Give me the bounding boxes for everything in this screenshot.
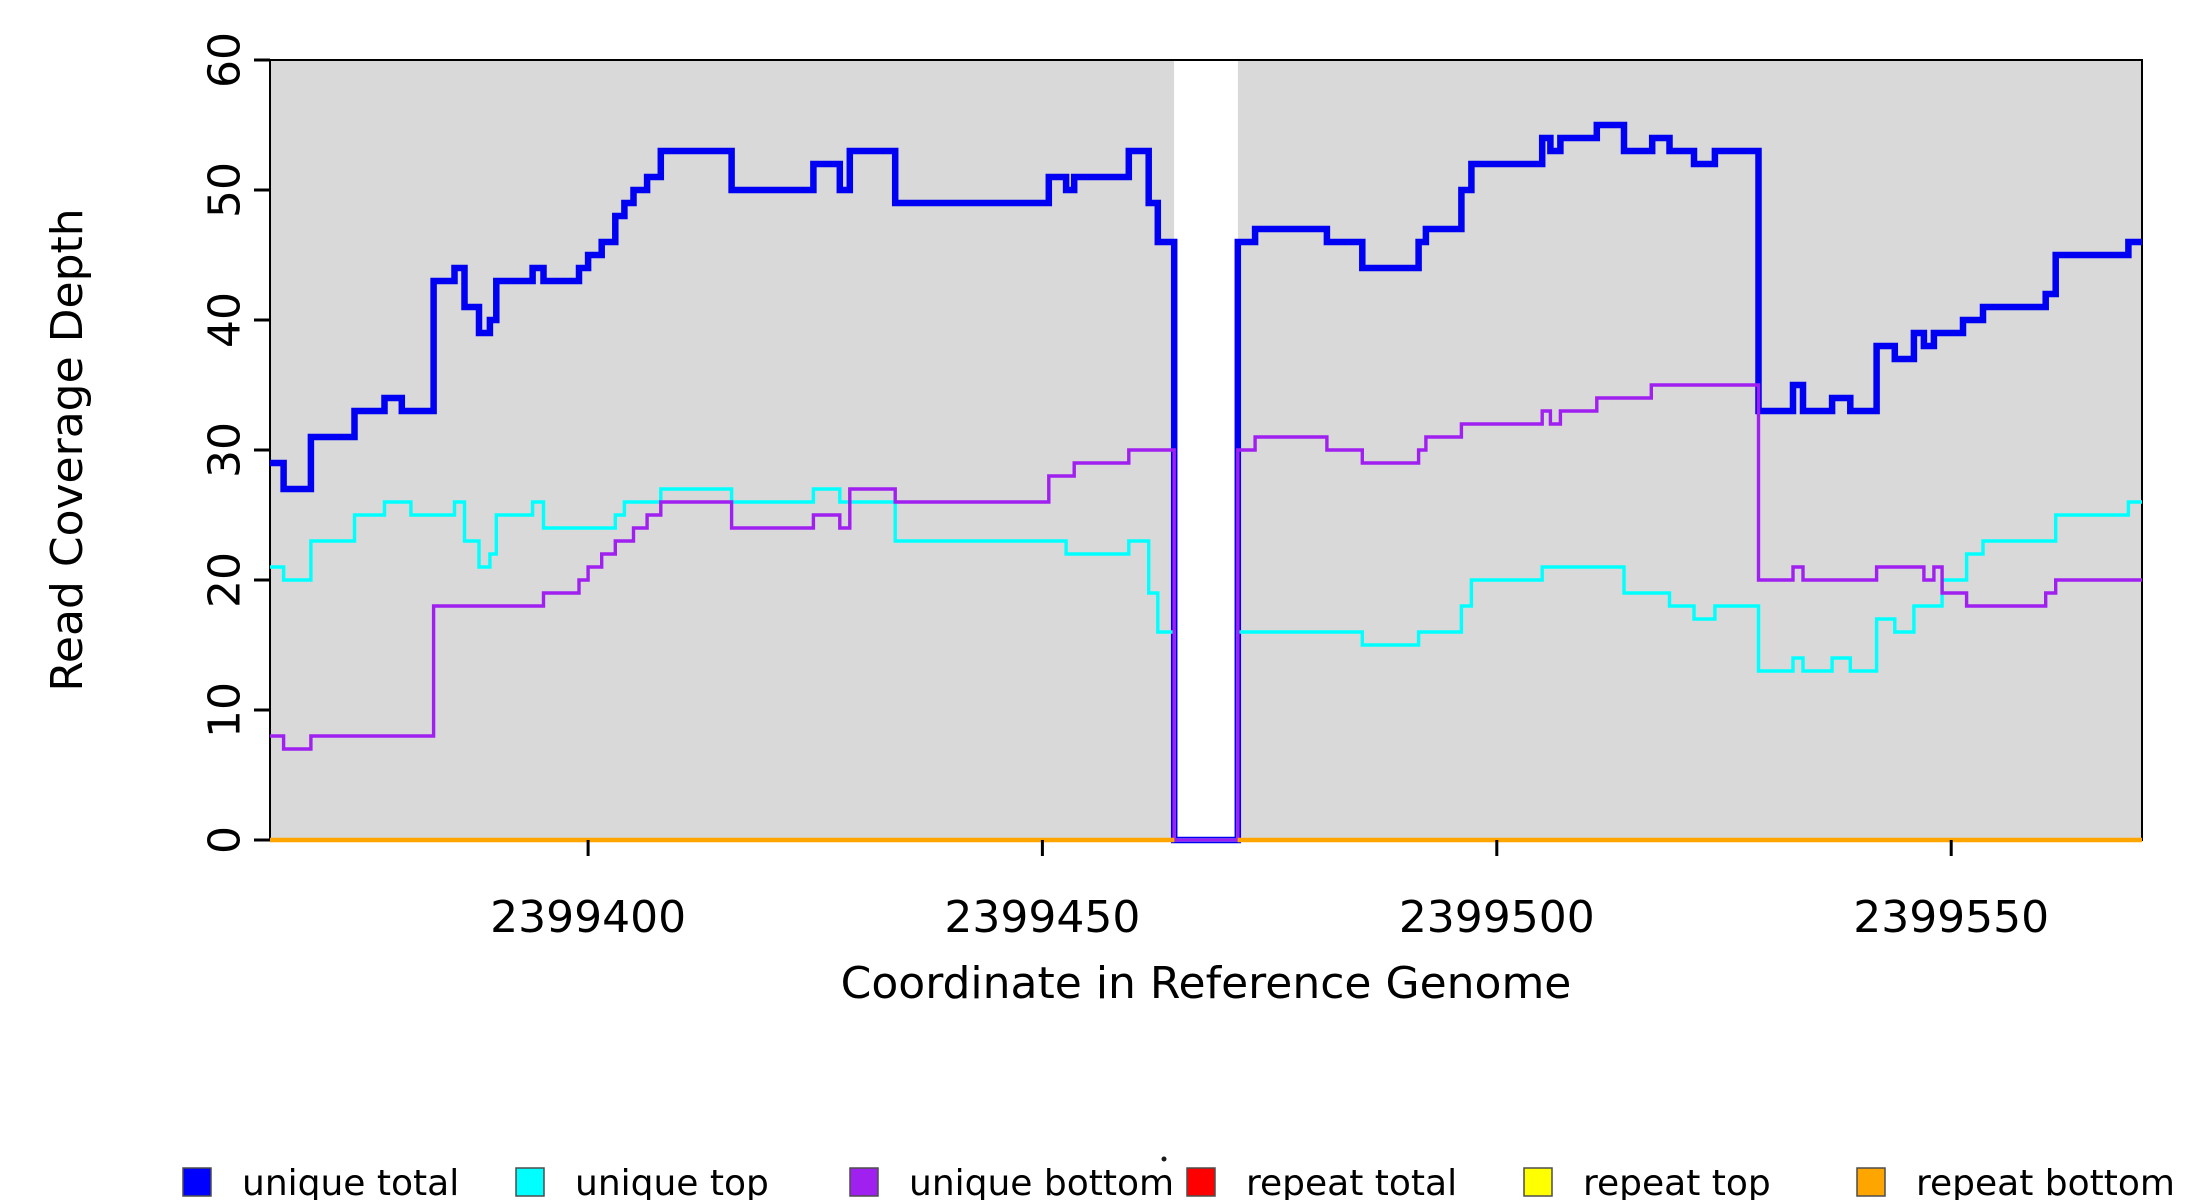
x-axis-title: Coordinate in Reference Genome (841, 958, 1572, 1009)
legend-swatch-unique-bottom (849, 1167, 879, 1197)
x-tick-label: 2399400 (490, 892, 686, 943)
series-unique-bottom (270, 383, 2142, 842)
legend-swatch-repeat-total (1186, 1167, 1216, 1197)
legend-label-repeat-bottom: repeat bottom (1916, 1163, 2175, 1200)
y-tick-label: 20 (199, 552, 250, 608)
plot-area: 2399400 2399450 2399500 2399550 0 10 20 30 40 50 6… (199, 32, 2143, 1162)
legend-label-unique-top: unique top (575, 1163, 769, 1200)
legend-label-repeat-total: repeat total (1246, 1163, 1457, 1200)
y-tick-label: 10 (199, 682, 250, 738)
legend-swatch-unique-top (515, 1167, 545, 1197)
legend-swatch-unique-total (182, 1167, 212, 1197)
legend-label-repeat-top: repeat top (1583, 1163, 1771, 1200)
stray-mark (1161, 1156, 1167, 1162)
legend-item-unique-bottom: unique bottom (849, 1163, 1174, 1200)
legend-item-unique-total: unique total (182, 1163, 459, 1200)
x-tick-label: 2399450 (944, 892, 1140, 943)
y-tick-label: 40 (199, 292, 250, 348)
legend: unique total unique top unique bottom re… (182, 1163, 2175, 1200)
legend-label-unique-total: unique total (242, 1163, 459, 1200)
x-tick-label: 2399550 (1853, 892, 2049, 943)
legend-item-repeat-top: repeat top (1523, 1163, 1771, 1200)
legend-swatch-repeat-bottom (1856, 1167, 1886, 1197)
y-tick-label: 30 (199, 422, 250, 478)
coverage-gap-region (1174, 60, 1238, 840)
plot-background-left (270, 60, 1175, 840)
legend-item-repeat-bottom: repeat bottom (1856, 1163, 2175, 1200)
y-axis-title: Read Coverage Depth (42, 208, 93, 691)
y-tick-label: 0 (199, 826, 250, 854)
plot-background-right (1237, 60, 2142, 840)
legend-item-repeat-total: repeat total (1186, 1163, 1457, 1200)
legend-swatch-repeat-top (1523, 1167, 1553, 1197)
x-tick-label: 2399500 (1399, 892, 1595, 943)
y-tick-label: 60 (199, 32, 250, 88)
legend-label-unique-bottom: unique bottom (909, 1163, 1174, 1200)
y-tick-label: 50 (199, 162, 250, 218)
legend-item-unique-top: unique top (515, 1163, 769, 1200)
